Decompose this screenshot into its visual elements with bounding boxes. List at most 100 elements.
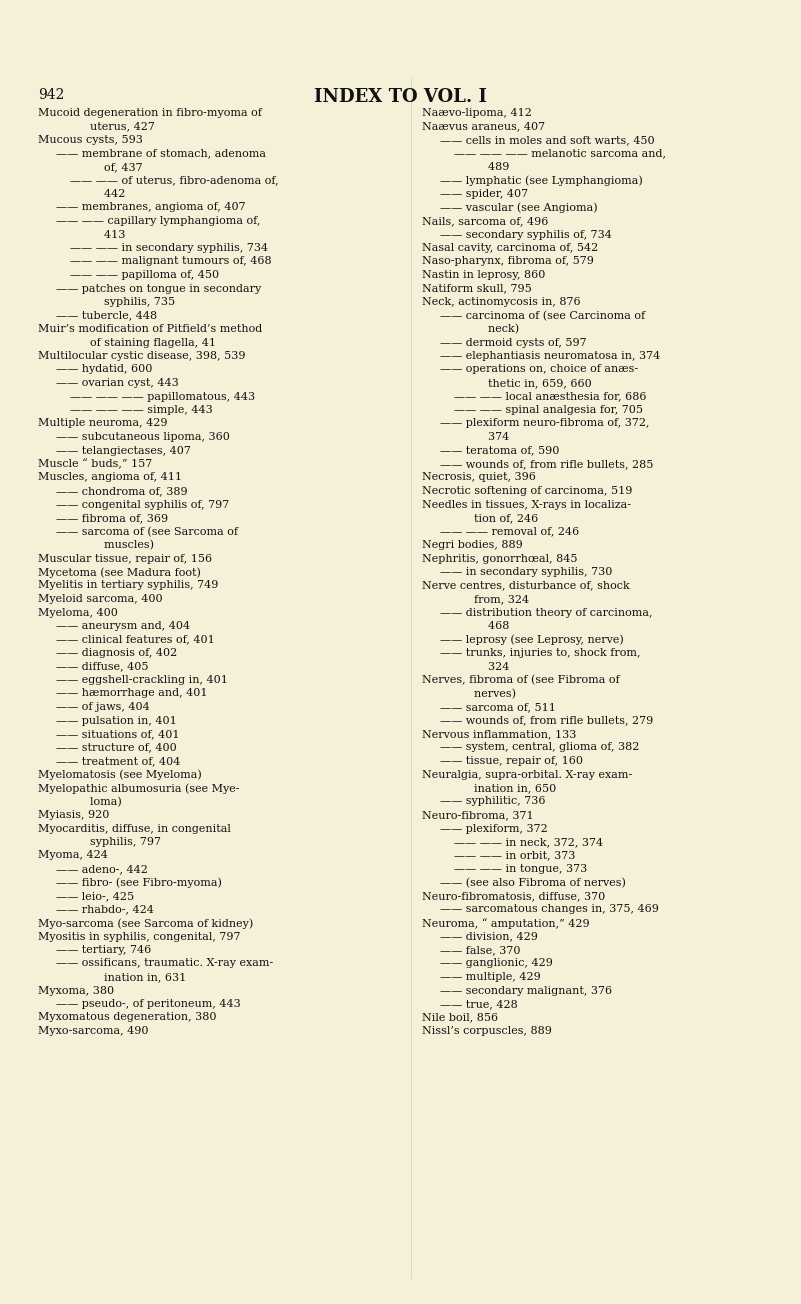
Text: —— elephantiasis neuromatosa in, 374: —— elephantiasis neuromatosa in, 374 xyxy=(440,351,660,361)
Text: Muscular tissue, repair of, 156: Muscular tissue, repair of, 156 xyxy=(38,553,212,563)
Text: Myxo-sarcoma, 490: Myxo-sarcoma, 490 xyxy=(38,1026,148,1035)
Text: —— in secondary syphilis, 730: —— in secondary syphilis, 730 xyxy=(440,567,613,576)
Text: muscles): muscles) xyxy=(76,540,154,550)
Text: —— membranes, angioma of, 407: —— membranes, angioma of, 407 xyxy=(56,202,246,213)
Text: —— fibro- (see Fibro-myoma): —— fibro- (see Fibro-myoma) xyxy=(56,878,222,888)
Text: Nastin in leprosy, 860: Nastin in leprosy, 860 xyxy=(422,270,545,280)
Text: —— syphilitic, 736: —— syphilitic, 736 xyxy=(440,797,545,806)
Text: Muscle “ buds,” 157: Muscle “ buds,” 157 xyxy=(38,459,152,469)
Text: Negri bodies, 889: Negri bodies, 889 xyxy=(422,540,523,550)
Text: neck): neck) xyxy=(460,323,519,334)
Text: Myelomatosis (see Myeloma): Myelomatosis (see Myeloma) xyxy=(38,769,202,780)
Text: Myelopathic albumosuria (see Mye-: Myelopathic albumosuria (see Mye- xyxy=(38,782,239,794)
Text: Needles in tissues, X-rays in localiza-: Needles in tissues, X-rays in localiza- xyxy=(422,499,631,510)
Text: —— ossificans, traumatic. X-ray exam-: —— ossificans, traumatic. X-ray exam- xyxy=(56,958,273,969)
Text: —— membrane of stomach, adenoma: —— membrane of stomach, adenoma xyxy=(56,149,266,159)
Text: —— trunks, injuries to, shock from,: —— trunks, injuries to, shock from, xyxy=(440,648,641,659)
Text: —— —— —— papillomatous, 443: —— —— —— papillomatous, 443 xyxy=(70,391,256,402)
Text: Mycetoma (see Madura foot): Mycetoma (see Madura foot) xyxy=(38,567,201,578)
Text: Myeloid sarcoma, 400: Myeloid sarcoma, 400 xyxy=(38,595,163,604)
Text: —— tubercle, 448: —— tubercle, 448 xyxy=(56,310,157,321)
Text: —— secondary syphilis of, 734: —— secondary syphilis of, 734 xyxy=(440,230,612,240)
Text: —— diffuse, 405: —— diffuse, 405 xyxy=(56,661,148,672)
Text: Neck, actinomycosis in, 876: Neck, actinomycosis in, 876 xyxy=(422,297,581,306)
Text: —— congenital syphilis of, 797: —— congenital syphilis of, 797 xyxy=(56,499,229,510)
Text: Nerves, fibroma of (see Fibroma of: Nerves, fibroma of (see Fibroma of xyxy=(422,675,620,686)
Text: —— tertiary, 746: —— tertiary, 746 xyxy=(56,945,151,955)
Text: of staining flagella, 41: of staining flagella, 41 xyxy=(76,338,216,347)
Text: —— patches on tongue in secondary: —— patches on tongue in secondary xyxy=(56,283,261,293)
Text: —— teratoma of, 590: —— teratoma of, 590 xyxy=(440,446,559,455)
Text: 942: 942 xyxy=(38,87,64,102)
Text: —— —— in neck, 372, 374: —— —— in neck, 372, 374 xyxy=(454,837,603,848)
Text: —— —— —— simple, 443: —— —— —— simple, 443 xyxy=(70,406,213,415)
Text: —— —— —— melanotic sarcoma and,: —— —— —— melanotic sarcoma and, xyxy=(454,149,666,159)
Text: Myo-sarcoma (see Sarcoma of kidney): Myo-sarcoma (see Sarcoma of kidney) xyxy=(38,918,253,928)
Text: —— adeno-, 442: —— adeno-, 442 xyxy=(56,865,148,874)
Text: 442: 442 xyxy=(76,189,126,200)
Text: Neuro-fibroma, 371: Neuro-fibroma, 371 xyxy=(422,810,533,820)
Text: ination in, 631: ination in, 631 xyxy=(76,971,187,982)
Text: 324: 324 xyxy=(460,661,509,672)
Text: from, 324: from, 324 xyxy=(460,595,529,604)
Text: Mucous cysts, 593: Mucous cysts, 593 xyxy=(38,136,143,145)
Text: Myelitis in tertiary syphilis, 749: Myelitis in tertiary syphilis, 749 xyxy=(38,580,219,591)
Text: nerves): nerves) xyxy=(460,689,516,699)
Text: —— carcinoma of (see Carcinoma of: —— carcinoma of (see Carcinoma of xyxy=(440,310,645,321)
Text: Naso-pharynx, fibroma of, 579: Naso-pharynx, fibroma of, 579 xyxy=(422,257,594,266)
Text: —— ganglionic, 429: —— ganglionic, 429 xyxy=(440,958,553,969)
Text: —— rhabdo-, 424: —— rhabdo-, 424 xyxy=(56,905,154,914)
Text: Multiple neuroma, 429: Multiple neuroma, 429 xyxy=(38,419,167,429)
Text: —— false, 370: —— false, 370 xyxy=(440,945,521,955)
Text: —— pulsation in, 401: —— pulsation in, 401 xyxy=(56,716,177,725)
Text: —— lymphatic (see Lymphangioma): —— lymphatic (see Lymphangioma) xyxy=(440,176,642,186)
Text: tion of, 246: tion of, 246 xyxy=(460,512,538,523)
Text: —— diagnosis of, 402: —— diagnosis of, 402 xyxy=(56,648,177,659)
Text: —— hæmorrhage and, 401: —— hæmorrhage and, 401 xyxy=(56,689,207,699)
Text: Muscles, angioma of, 411: Muscles, angioma of, 411 xyxy=(38,472,182,482)
Text: —— —— in secondary syphilis, 734: —— —— in secondary syphilis, 734 xyxy=(70,243,268,253)
Text: —— hydatid, 600: —— hydatid, 600 xyxy=(56,365,152,374)
Text: Myxomatous degeneration, 380: Myxomatous degeneration, 380 xyxy=(38,1012,216,1022)
Text: syphilis, 797: syphilis, 797 xyxy=(76,837,161,848)
Text: loma): loma) xyxy=(76,797,122,807)
Text: —— aneurysm and, 404: —— aneurysm and, 404 xyxy=(56,621,190,631)
Text: Myeloma, 400: Myeloma, 400 xyxy=(38,608,118,618)
Text: —— spider, 407: —— spider, 407 xyxy=(440,189,528,200)
Text: —— leio-, 425: —— leio-, 425 xyxy=(56,891,134,901)
Text: —— clinical features of, 401: —— clinical features of, 401 xyxy=(56,635,215,644)
Text: —— division, 429: —— division, 429 xyxy=(440,931,538,941)
Text: 468: 468 xyxy=(460,621,509,631)
Text: —— wounds of, from rifle bullets, 285: —— wounds of, from rifle bullets, 285 xyxy=(440,459,654,469)
Text: —— system, central, glioma of, 382: —— system, central, glioma of, 382 xyxy=(440,742,639,752)
Text: —— telangiectases, 407: —— telangiectases, 407 xyxy=(56,446,191,455)
Text: —— multiple, 429: —— multiple, 429 xyxy=(440,971,541,982)
Text: —— leprosy (see Leprosy, nerve): —— leprosy (see Leprosy, nerve) xyxy=(440,635,624,645)
Text: —— —— in orbit, 373: —— —— in orbit, 373 xyxy=(454,850,575,861)
Text: Nails, sarcoma of, 496: Nails, sarcoma of, 496 xyxy=(422,216,549,226)
Text: —— dermoid cysts of, 597: —— dermoid cysts of, 597 xyxy=(440,338,586,347)
Text: —— —— spinal analgesia for, 705: —— —— spinal analgesia for, 705 xyxy=(454,406,643,415)
Text: 413: 413 xyxy=(76,230,126,240)
Text: Naævo-lipoma, 412: Naævo-lipoma, 412 xyxy=(422,108,532,117)
Text: Nervous inflammation, 133: Nervous inflammation, 133 xyxy=(422,729,577,739)
Text: —— vascular (see Angioma): —— vascular (see Angioma) xyxy=(440,202,598,213)
Text: —— —— papilloma of, 450: —— —— papilloma of, 450 xyxy=(70,270,219,280)
Text: —— —— of uterus, fibro-adenoma of,: —— —— of uterus, fibro-adenoma of, xyxy=(70,176,279,185)
Text: —— of jaws, 404: —— of jaws, 404 xyxy=(56,702,150,712)
Text: —— pseudo-, of peritoneum, 443: —— pseudo-, of peritoneum, 443 xyxy=(56,999,241,1009)
Text: —— ovarian cyst, 443: —— ovarian cyst, 443 xyxy=(56,378,179,389)
Text: —— distribution theory of carcinoma,: —— distribution theory of carcinoma, xyxy=(440,608,653,618)
Text: —— sarcoma of, 511: —— sarcoma of, 511 xyxy=(440,702,556,712)
Text: 374: 374 xyxy=(460,432,509,442)
Text: syphilis, 735: syphilis, 735 xyxy=(76,297,175,306)
Text: INDEX TO VOL. I: INDEX TO VOL. I xyxy=(314,87,487,106)
Text: Mucoid degeneration in fibro-myoma of: Mucoid degeneration in fibro-myoma of xyxy=(38,108,262,117)
Text: ination in, 650: ination in, 650 xyxy=(460,782,556,793)
Text: —— wounds of, from rifle bullets, 279: —— wounds of, from rifle bullets, 279 xyxy=(440,716,654,725)
Text: —— sarcoma of (see Sarcoma of: —— sarcoma of (see Sarcoma of xyxy=(56,527,238,537)
Text: Neuralgia, supra-orbital. X-ray exam-: Neuralgia, supra-orbital. X-ray exam- xyxy=(422,769,632,780)
Text: Muir’s modification of Pitfield’s method: Muir’s modification of Pitfield’s method xyxy=(38,323,262,334)
Text: —— —— capillary lymphangioma of,: —— —— capillary lymphangioma of, xyxy=(56,216,260,226)
Text: Multilocular cystic disease, 398, 539: Multilocular cystic disease, 398, 539 xyxy=(38,351,245,361)
